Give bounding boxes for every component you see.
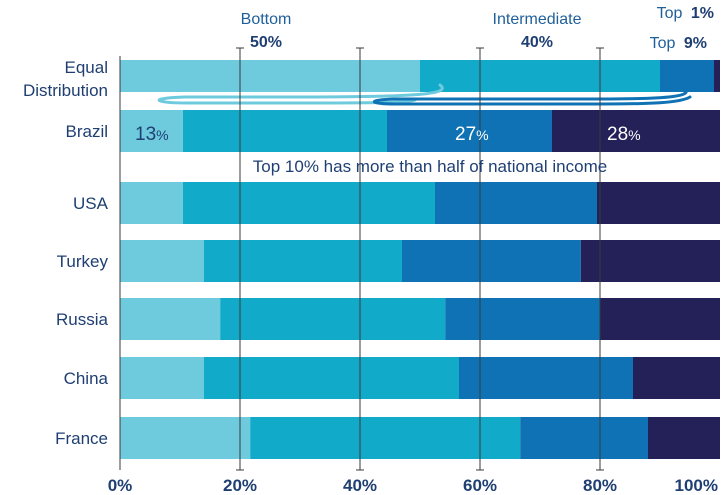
bar-brazil-intermediate (183, 110, 387, 152)
bar-russia-top-9 (445, 298, 600, 340)
category-label-france: France (55, 429, 108, 448)
brazil-bottom-data-num: 13 (135, 124, 156, 145)
bar-usa-intermediate (183, 182, 435, 224)
brazil-top1-data-unit: % (628, 127, 640, 143)
x-tick-label-60: 60% (463, 476, 497, 495)
category-label-russia: Russia (56, 310, 109, 329)
bar-equal-distribution-top-9 (660, 60, 714, 92)
legend-top9: Top 9% (650, 35, 707, 52)
brazil-bottom-data-label: 13% (135, 124, 169, 145)
connector-curves (157, 83, 692, 106)
legend-intermediate-label: Intermediate (493, 11, 582, 28)
bar-brazil-bottom (120, 110, 183, 152)
bar-russia-bottom (120, 298, 221, 340)
category-label-turkey: Turkey (57, 252, 109, 271)
top-connector-curve (372, 87, 692, 106)
bar-china-intermediate (204, 357, 459, 399)
annotation-text: Top 10% has more than half of national i… (253, 157, 607, 176)
category-label-brazil: Brazil (65, 122, 108, 141)
legend-bottom-label: Bottom (241, 11, 292, 28)
bar-france-bottom (120, 417, 251, 459)
legend-top9-value: 9% (684, 35, 707, 52)
brazil-top1-data-label: 28% (607, 124, 641, 145)
x-tick-label-40: 40% (343, 476, 377, 495)
bars-group (120, 60, 720, 459)
brazil-top9-data-label: 27% (455, 124, 489, 145)
legend-bottom-value: 50% (250, 34, 282, 51)
category-label-china: China (64, 369, 109, 388)
category-label-usa: USA (73, 194, 109, 213)
x-tick-label-100: 100% (675, 476, 718, 495)
gridlines (119, 47, 604, 471)
legend-top1-label: Top (657, 5, 683, 22)
legend-top1-value: 1% (691, 5, 714, 22)
category-label-equal-distribution: Equal Distribution (23, 58, 108, 100)
x-axis-ticks: 0% 20% 40% 60% 80% 100% (108, 476, 718, 495)
bar-france-intermediate (250, 417, 521, 459)
bar-equal-distribution-bottom (120, 60, 420, 92)
bar-usa-top-1 (597, 182, 720, 224)
bar-russia-top-1 (600, 298, 720, 340)
bar-equal-distribution-top-1 (714, 60, 720, 92)
bar-brazil-top-1 (552, 110, 720, 152)
bar-china-top-9 (459, 357, 633, 399)
bar-france-top-1 (648, 417, 720, 459)
bar-turkey-bottom (120, 240, 204, 282)
bar-turkey-top-1 (580, 240, 720, 282)
bar-equal-distribution-intermediate (420, 60, 660, 92)
x-tick-label-20: 20% (223, 476, 257, 495)
bar-france-top-9 (520, 417, 648, 459)
bar-china-bottom (120, 357, 204, 399)
x-tick-label-0: 0% (108, 476, 133, 495)
category-labels: Equal Distribution Brazil USA Turkey Russia Ch… (23, 58, 109, 448)
bar-turkey-top-9 (402, 240, 581, 282)
brazil-bottom-data-unit: % (156, 127, 168, 143)
legend-top1: Top 1% (657, 5, 714, 22)
bar-usa-top-9 (435, 182, 597, 224)
brazil-top9-data-num: 27 (455, 124, 476, 145)
legend-intermediate-value: 40% (521, 34, 553, 51)
x-tick-label-80: 80% (583, 476, 617, 495)
bar-russia-intermediate (220, 298, 446, 340)
brazil-top9-data-unit: % (476, 127, 488, 143)
bar-china-top-1 (633, 357, 720, 399)
bar-turkey-intermediate (204, 240, 402, 282)
brazil-top1-data-num: 28 (607, 124, 628, 145)
bar-brazil-top-9 (387, 110, 552, 152)
legend-top9-label: Top (650, 35, 676, 52)
bar-usa-bottom (120, 182, 183, 224)
bottom-connector-curve (157, 83, 444, 105)
